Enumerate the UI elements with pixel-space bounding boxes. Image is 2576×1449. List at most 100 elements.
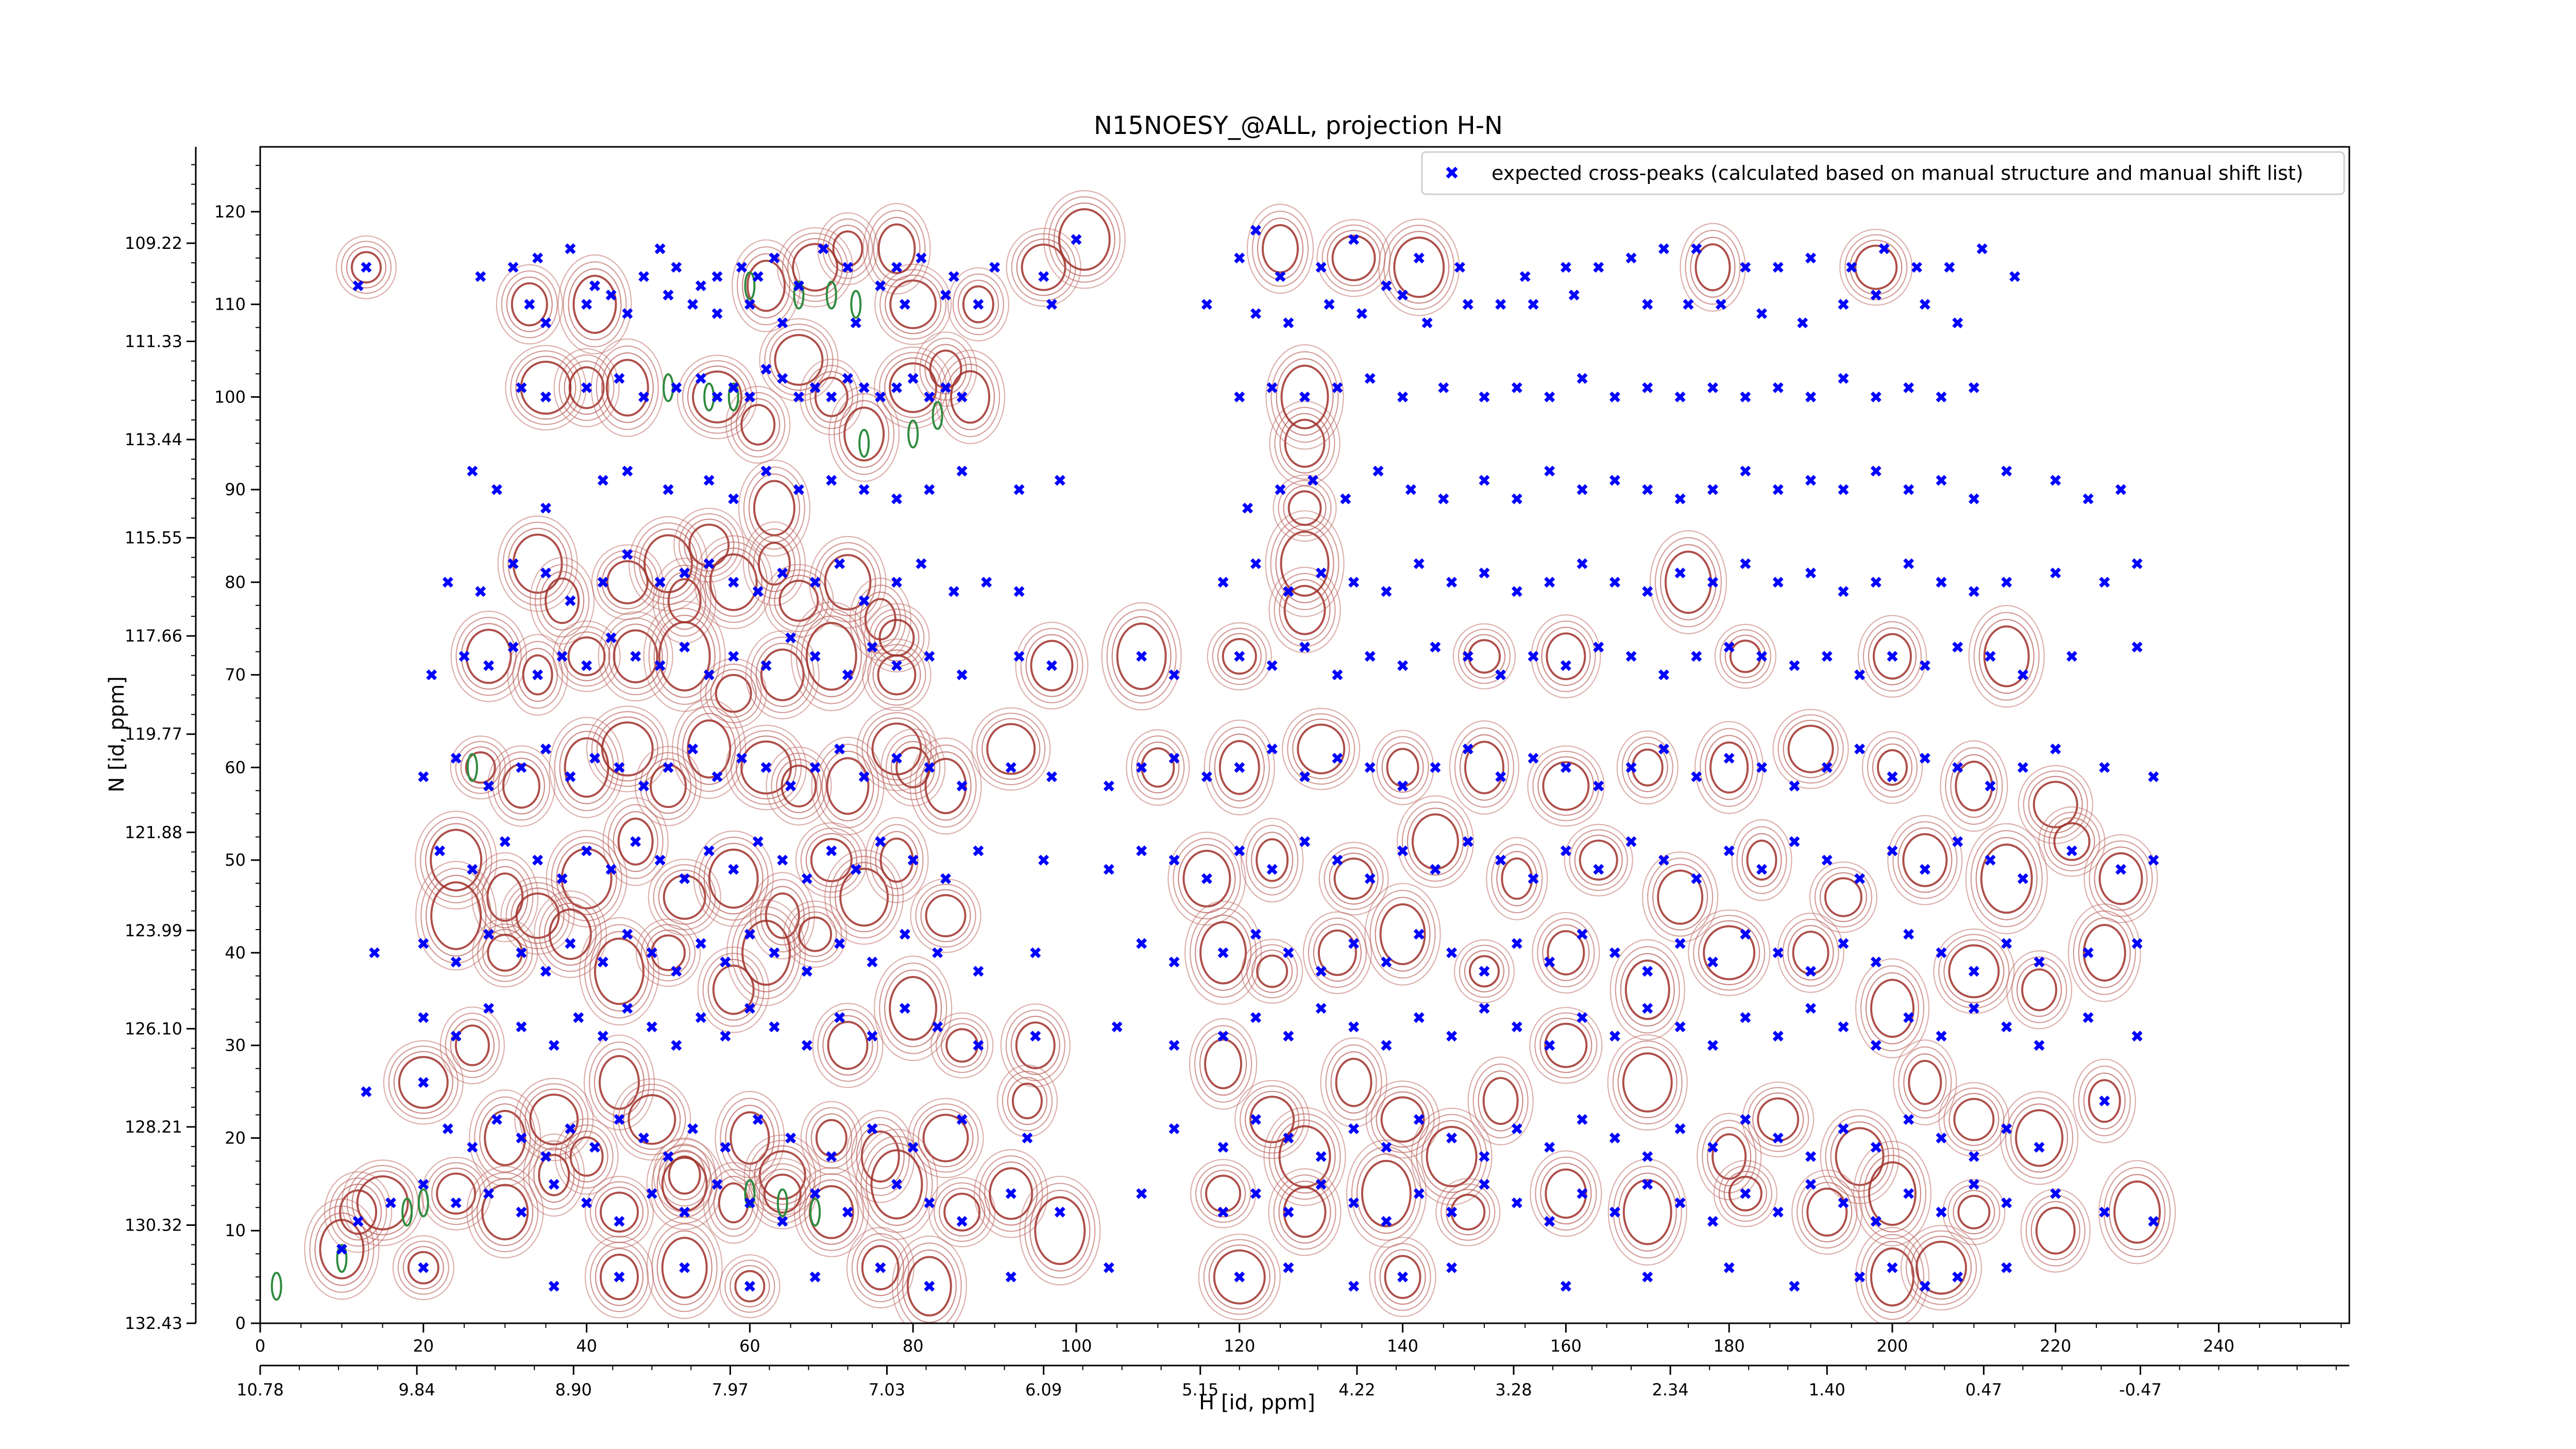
contour-blob — [383, 1040, 464, 1125]
cross-peak-marker — [2017, 669, 2028, 681]
cross-peak-marker — [2050, 475, 2061, 486]
cross-peak-marker — [1364, 651, 1376, 662]
contour-blob — [1015, 621, 1089, 710]
cross-peak-marker — [532, 854, 544, 866]
cross-peak-marker — [605, 290, 617, 301]
cross-peak-marker — [1903, 1188, 1914, 1199]
cross-peak-marker — [711, 771, 723, 782]
contour-blob — [324, 1171, 393, 1253]
cross-peak-marker — [875, 836, 886, 847]
cross-peak-marker — [809, 1188, 821, 1199]
cross-peak-marker — [1772, 577, 1784, 588]
cross-peak-marker — [703, 475, 715, 486]
contour-blob — [1731, 819, 1792, 901]
cross-peak-marker — [1577, 484, 1588, 495]
cross-peak-marker — [826, 845, 837, 856]
cross-peak-marker — [1968, 382, 1979, 393]
cross-peak-marker — [1266, 660, 1278, 671]
cross-peak-marker — [728, 577, 739, 588]
cross-peak-marker — [1242, 502, 1253, 514]
negative-contour — [466, 753, 478, 782]
cross-peak-marker — [1887, 651, 1898, 662]
cross-peak-marker — [1005, 1188, 1016, 1199]
cross-peak-marker — [418, 1012, 429, 1023]
cross-peak-marker — [1201, 873, 1212, 884]
cross-peak-marker — [1348, 577, 1360, 588]
cross-peak-marker — [507, 558, 519, 569]
cross-peak-marker — [842, 373, 853, 384]
cross-peak-marker — [793, 280, 804, 292]
cross-peak-marker — [842, 669, 853, 681]
cross-peak-marker — [809, 577, 821, 588]
cross-peak-marker — [1421, 317, 1433, 329]
cross-peak-marker — [1315, 1003, 1327, 1014]
cross-peak-marker — [597, 475, 608, 486]
cross-peak-marker — [1968, 586, 1979, 597]
cross-peak-marker — [891, 752, 902, 764]
contour-blob — [1234, 1080, 1310, 1159]
cross-peak-marker — [1038, 271, 1049, 282]
contour-blob — [1609, 939, 1685, 1041]
cross-peak-marker — [638, 1132, 649, 1143]
cross-peak-marker — [622, 308, 633, 319]
x-tick-label: 200 — [1876, 1336, 1908, 1356]
cross-peak-marker — [1968, 493, 1979, 504]
cross-peak-marker — [1903, 929, 1914, 940]
cross-peak-marker — [1332, 854, 1343, 866]
cross-peak-marker — [1870, 1216, 1882, 1227]
contour-blob — [392, 1235, 454, 1301]
cross-peak-marker — [1446, 1031, 1458, 1042]
cross-peak-marker — [1462, 299, 1473, 310]
cross-peak-marker — [1740, 262, 1751, 273]
contour-blob — [613, 1078, 691, 1161]
cross-peak-marker — [1609, 947, 1620, 958]
contour-blob — [845, 1110, 915, 1203]
cross-peak-marker — [1658, 243, 1669, 255]
cross-peak-marker — [1789, 836, 1800, 847]
cross-peak-marker — [663, 1151, 674, 1162]
cross-peak-marker — [1332, 382, 1343, 393]
cross-peak-marker — [899, 299, 910, 310]
legend[interactable]: expected cross-peaks (calculated based o… — [1421, 151, 2345, 195]
cross-peak-marker — [777, 1216, 788, 1227]
cross-peak-marker — [1903, 1012, 1914, 1023]
cross-peak-marker — [1756, 651, 1768, 662]
contour-blob — [304, 1198, 380, 1300]
cross-peak-marker — [1479, 966, 1490, 977]
x-tick-label: 60 — [739, 1336, 760, 1356]
cross-peak-marker — [858, 382, 870, 393]
cross-peak-marker — [556, 651, 568, 662]
cross-peak-marker — [1307, 475, 1318, 486]
contour-blob — [579, 917, 660, 1025]
contour-blob — [1265, 344, 1344, 450]
contour-blob — [673, 508, 745, 583]
cross-peak-marker — [1479, 1151, 1490, 1162]
contour-blob — [533, 890, 607, 979]
cross-peak-marker — [1275, 484, 1286, 495]
x-ppm-tick-label: 6.09 — [1025, 1380, 1062, 1400]
cross-peak-marker — [809, 651, 821, 662]
contour-blob — [783, 900, 848, 968]
cross-peak-marker — [956, 391, 968, 402]
cross-peak-marker — [679, 567, 690, 579]
cross-peak-marker — [467, 1141, 478, 1153]
contour-blob — [1791, 1169, 1863, 1255]
cross-peak-marker — [1364, 873, 1376, 884]
cross-peak-marker — [728, 651, 739, 662]
cross-peak-marker — [516, 1206, 527, 1218]
cross-peak-marker — [1511, 1197, 1522, 1208]
cross-peak-marker — [924, 391, 935, 402]
cross-peak-marker — [1054, 475, 1065, 486]
cross-peak-marker — [777, 854, 788, 866]
cross-peak-marker — [695, 1012, 706, 1023]
contour-blob — [1564, 823, 1633, 897]
cross-peak-marker — [418, 1262, 429, 1273]
cross-peak-marker — [1544, 577, 1555, 588]
cross-peak-marker — [483, 1188, 494, 1199]
cross-peak-marker — [1772, 262, 1784, 273]
cross-peak-marker — [369, 947, 380, 958]
cross-peak-marker — [1707, 1040, 1718, 1051]
cross-peak-marker — [1789, 780, 1800, 791]
x-axis-index: 0 20 40 60 80 100 120 140 160 180 200 220 240 — [255, 1323, 2342, 1356]
cross-peak-marker — [467, 465, 478, 477]
